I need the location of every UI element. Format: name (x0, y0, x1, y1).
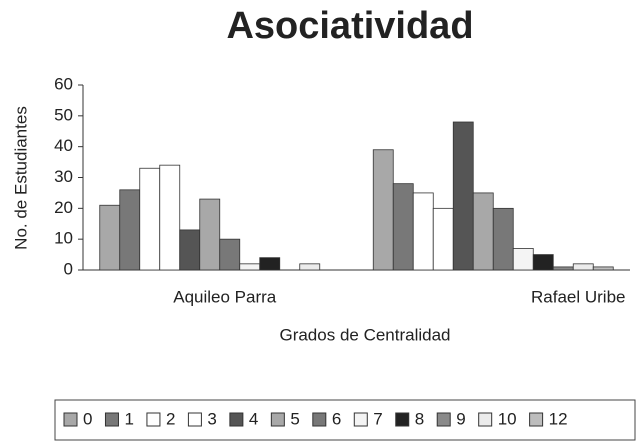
legend-swatch (104, 412, 119, 427)
bar (179, 229, 201, 271)
bar (472, 192, 494, 271)
bar (532, 254, 554, 271)
bar (239, 263, 261, 271)
legend-label: 2 (166, 409, 175, 428)
legend-label: 0 (83, 409, 92, 428)
legend-swatch (353, 412, 368, 427)
legend-label: 5 (290, 409, 299, 428)
chart-title: Asociatividad (226, 5, 473, 47)
bar (392, 183, 414, 271)
x-axis-label: Grados de Centralidad (279, 325, 450, 344)
legend-swatch (395, 412, 410, 427)
y-tick-label: 30 (54, 167, 73, 186)
legend-label: 1 (124, 409, 133, 428)
legend-swatch (312, 412, 327, 427)
legend-label: 4 (249, 409, 258, 428)
y-tick-label: 50 (54, 105, 73, 124)
legend-label: 6 (332, 409, 341, 428)
legend-label: 8 (415, 409, 424, 428)
bar (412, 192, 434, 271)
legend-box (54, 399, 636, 441)
y-axis-label: No. de Estudiantes (11, 106, 30, 250)
legend-label: 3 (207, 409, 216, 428)
legend-swatch (187, 412, 202, 427)
y-tick-label: 10 (54, 229, 73, 248)
bar (512, 248, 534, 271)
x-tick-label: Aquileo Parra (173, 287, 277, 306)
legend-label: 12 (549, 409, 568, 428)
bar (552, 266, 574, 271)
legend-swatch (478, 412, 493, 427)
y-tick-label: 0 (64, 259, 73, 278)
legend-label: 7 (373, 409, 382, 428)
bar (572, 263, 594, 271)
bar (139, 167, 161, 271)
bar (592, 266, 614, 271)
legend-swatch (229, 412, 244, 427)
legend-swatch (270, 412, 285, 427)
bar (372, 149, 394, 271)
bar (159, 164, 181, 271)
bar (119, 189, 141, 271)
legend-swatch (63, 412, 78, 427)
legend-swatch (146, 412, 161, 427)
bar (199, 198, 221, 271)
legend-swatch (436, 412, 451, 427)
bar (219, 238, 241, 271)
legend-label: 10 (498, 409, 517, 428)
bar (259, 257, 281, 271)
y-tick-label: 60 (54, 74, 73, 93)
bar (299, 263, 321, 271)
bar (492, 207, 514, 271)
bar (452, 121, 474, 271)
bar (432, 207, 454, 271)
legend-label: 9 (456, 409, 465, 428)
y-tick-label: 40 (54, 136, 73, 155)
y-tick-label: 20 (54, 198, 73, 217)
legend-swatch (529, 412, 544, 427)
bar (99, 204, 121, 271)
x-tick-label: Rafael Uribe (531, 287, 626, 306)
